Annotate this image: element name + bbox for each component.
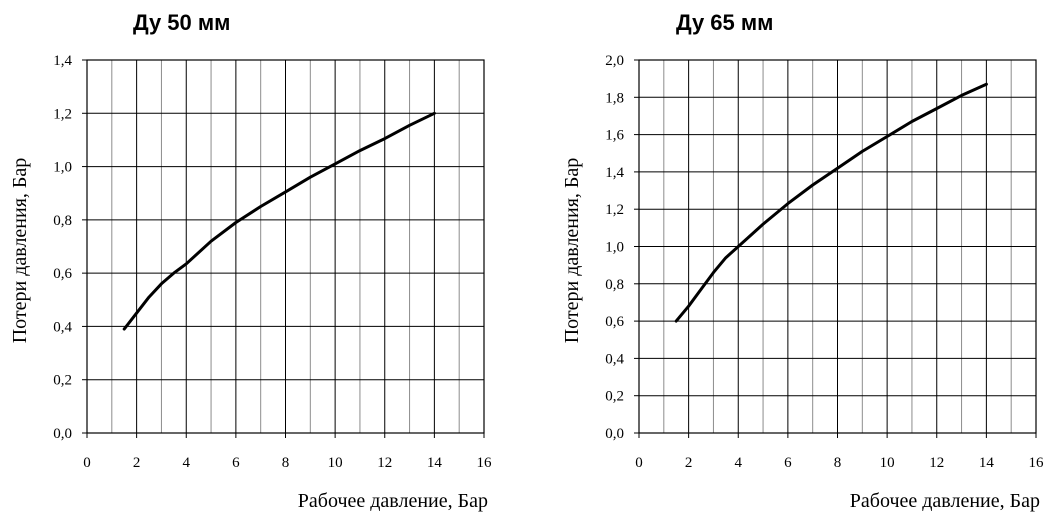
x-tick-label: 16 [477,455,493,471]
x-axis-label: Рабочее давление, Бар [298,490,488,512]
y-tick-label: 1,6 [605,128,624,144]
y-tick-label: 0,6 [605,314,624,330]
y-tick-label: 0,0 [605,426,624,442]
chart-title: Ду 65 мм [676,10,773,35]
x-tick-label: 2 [133,455,141,471]
x-tick-label: 6 [232,455,240,471]
series-line-0 [122,111,436,331]
y-tick-label: 0,6 [53,266,72,282]
y-axis-label: Потери давления, Бар [561,158,583,344]
y-tick-label: 2,0 [605,53,624,69]
y-tick-label: 0,4 [53,319,72,335]
x-tick-label: 12 [929,455,944,471]
chart-title: Ду 50 мм [133,10,230,35]
x-tick-label: 12 [377,455,392,471]
chart-du65: 0 2 4 6 8 10 12 14 16 0,0 0,2 0,4 0,6 0,8 1,0 1,2 1,4 1,6… [561,10,1044,512]
y-tick-label: 0,2 [53,373,72,389]
chart-du50: 0 2 4 6 8 10 12 14 16 0,0 0,2 0,4 0,6 0,8 1,0 1,2 1,4 Ду … [9,10,492,512]
y-tick-label: 1,8 [605,90,624,106]
y-tick-label: 1,4 [53,53,72,69]
x-tick-label: 2 [685,455,693,471]
x-tick-label: 8 [834,455,842,471]
x-axis-label: Рабочее давление, Бар [850,490,1040,512]
x-tick-label: 0 [635,455,643,471]
y-tick-label: 0,0 [53,426,72,442]
x-tick-label: 6 [784,455,792,471]
y-axis-label: Потери давления, Бар [9,158,31,344]
x-tick-label: 16 [1029,455,1045,471]
series-line-0 [674,82,988,323]
y-tick-label: 0,2 [605,389,624,405]
y-tick-label: 1,2 [53,106,72,122]
x-tick-label: 4 [183,455,191,471]
y-tick-label: 0,4 [605,351,624,367]
y-tick-label: 1,0 [53,160,72,176]
y-tick-label: 1,0 [605,240,624,256]
x-tick-label: 4 [735,455,743,471]
x-tick-label: 14 [979,455,995,471]
x-tick-label: 10 [328,455,343,471]
y-tick-label: 1,2 [605,202,624,218]
x-tick-label: 8 [282,455,290,471]
x-tick-label: 0 [83,455,91,471]
x-tick-label: 10 [880,455,895,471]
y-tick-label: 0,8 [605,277,624,293]
y-tick-label: 1,4 [605,165,624,181]
y-tick-label: 0,8 [53,213,72,229]
x-tick-label: 14 [427,455,443,471]
